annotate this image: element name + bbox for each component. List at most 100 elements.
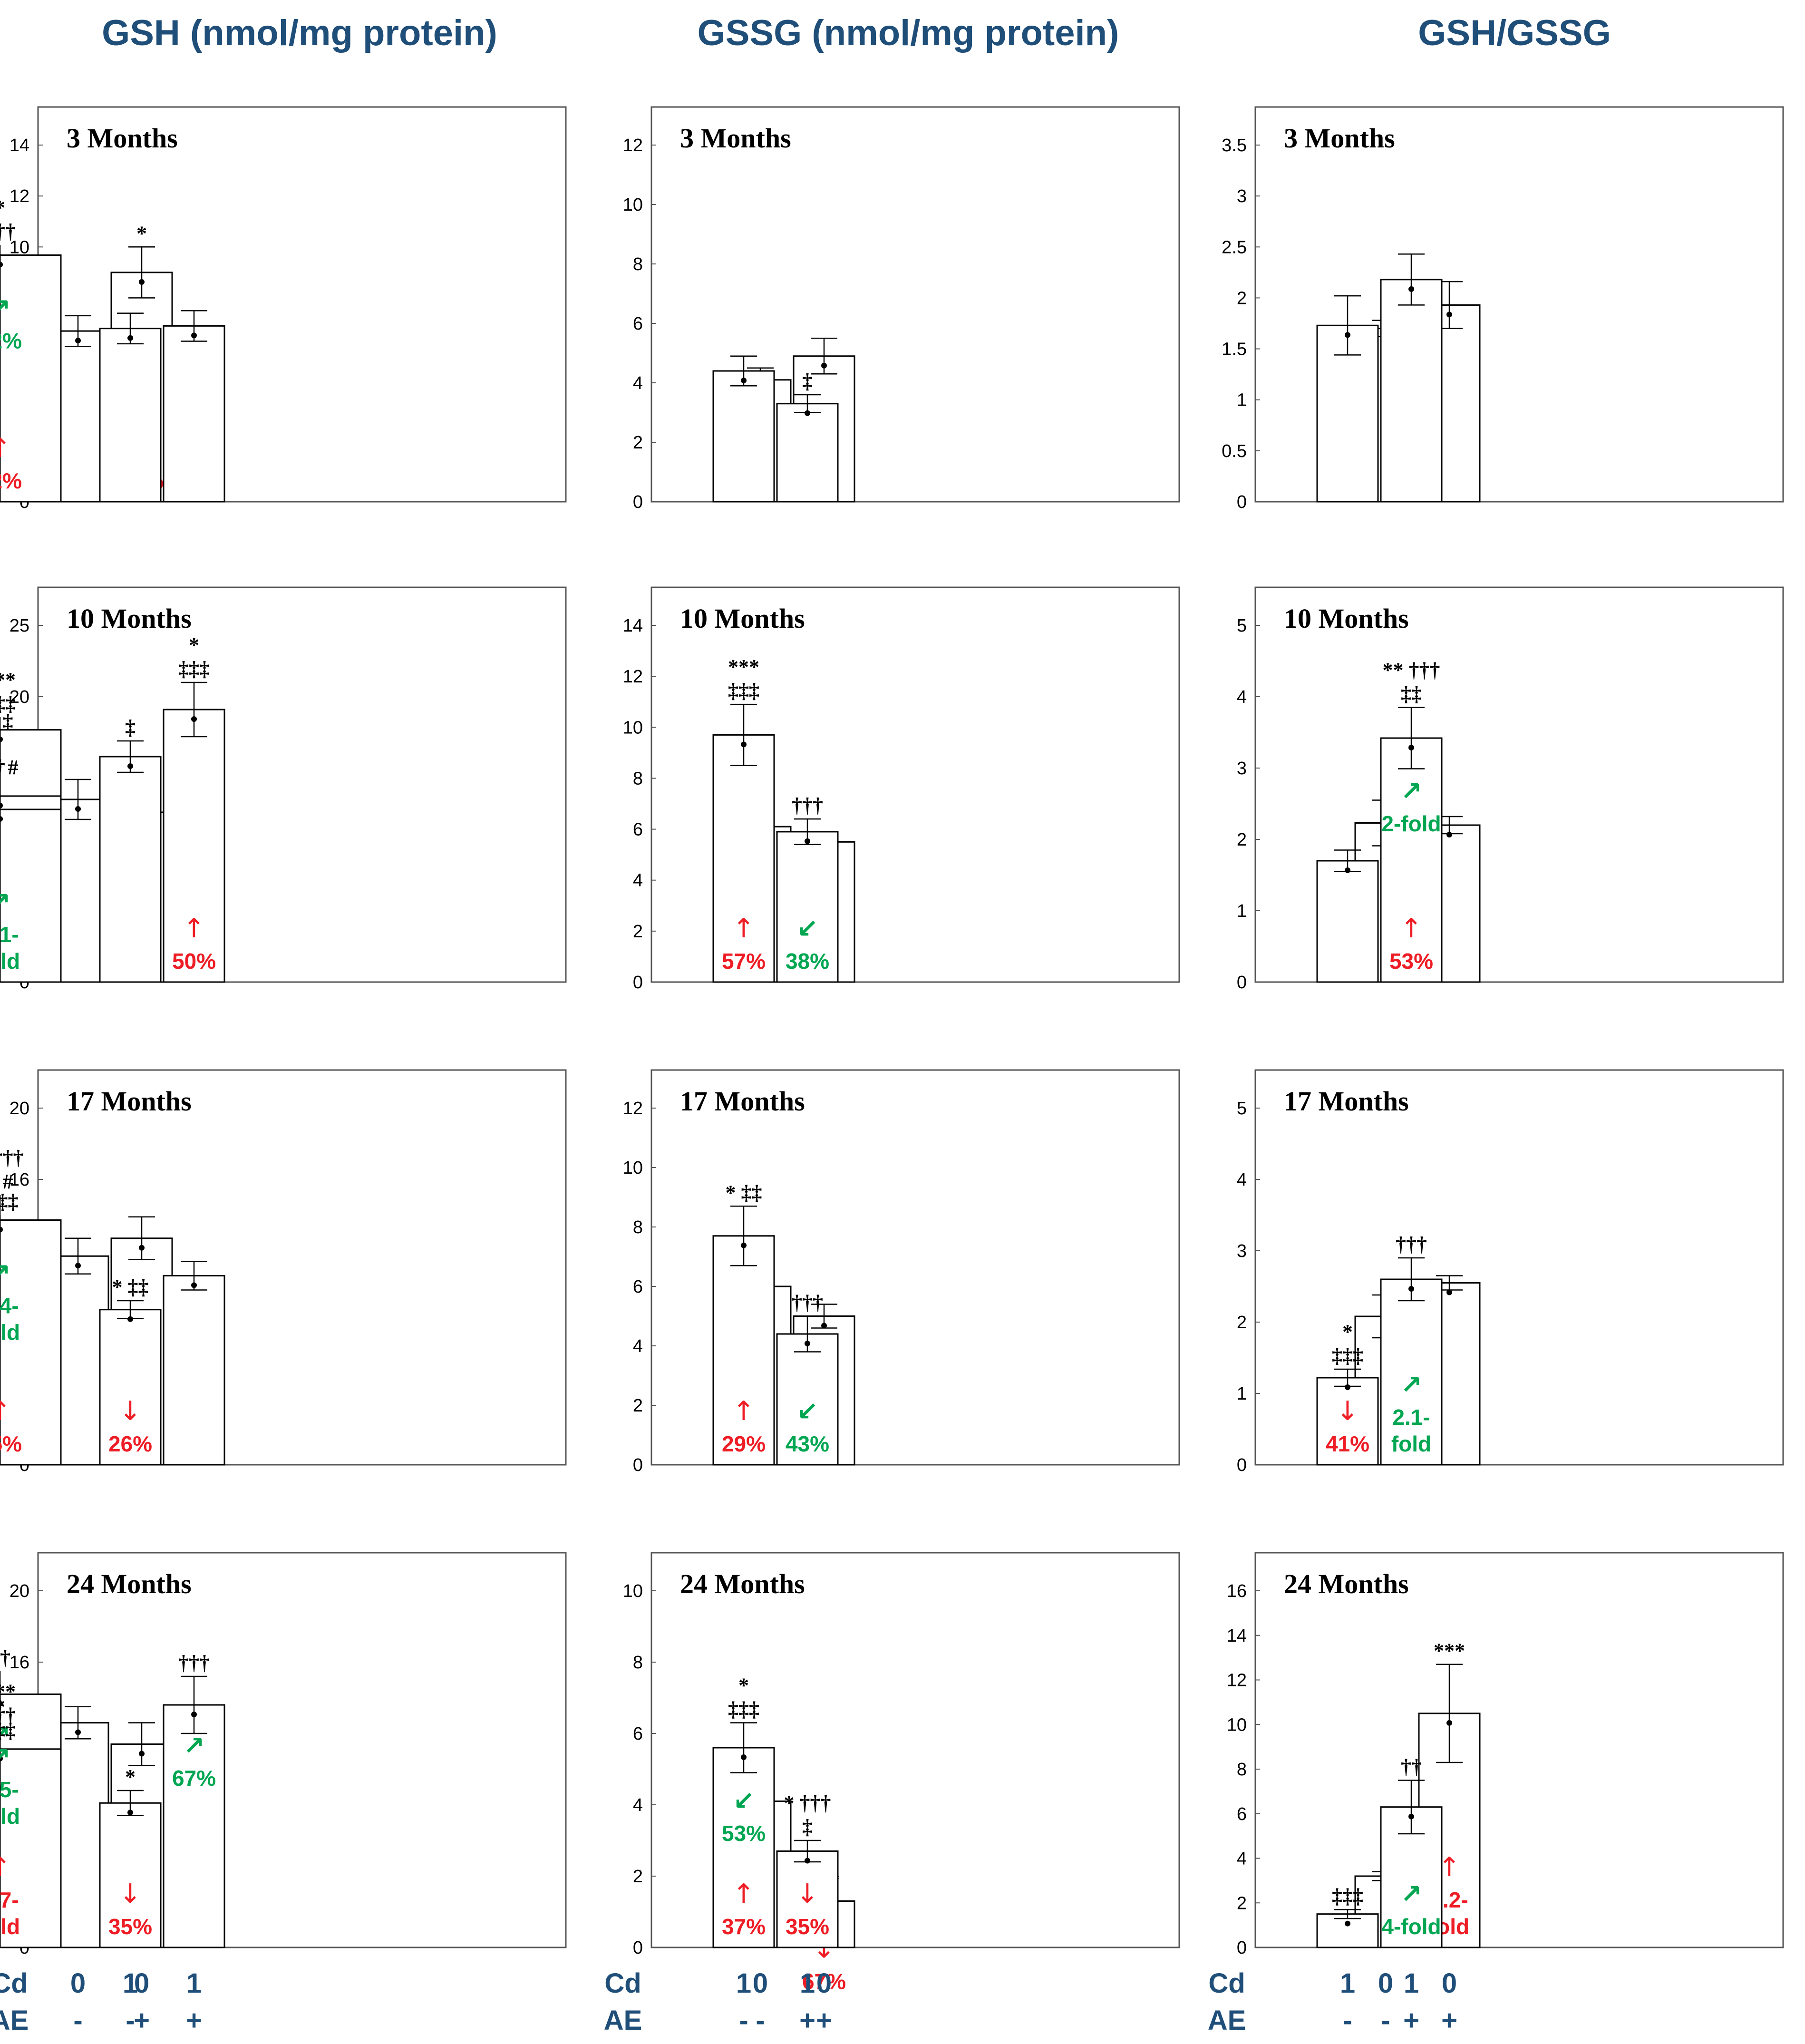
plot-frame	[650, 586, 1180, 983]
y-tick-label: 14	[623, 616, 643, 636]
y-tick-label: 1.5	[1222, 340, 1247, 360]
panel-title: 10 Months	[1284, 603, 1409, 634]
mean-point	[127, 335, 133, 341]
change-label: 41%	[1326, 1431, 1369, 1456]
change-label: fold	[0, 949, 20, 973]
mean-point	[191, 332, 197, 339]
y-tick-label: 4	[633, 1336, 643, 1356]
significance-mark: †††	[0, 1704, 16, 1727]
y-tick-label: 20	[10, 687, 29, 707]
significance-mark: †† #	[0, 756, 19, 779]
significance-mark: * †††	[784, 1791, 831, 1815]
y-tick-label: 4	[1237, 1170, 1247, 1190]
column-title-ratio: GSH/GSSG	[1418, 13, 1611, 53]
change-arrow: ↑	[0, 1396, 11, 1427]
mean-point	[741, 1242, 747, 1248]
mean-point	[1446, 832, 1452, 837]
panel-title: 10 Months	[680, 603, 805, 634]
bar	[1380, 737, 1443, 983]
significance-mark: †	[0, 756, 5, 779]
mean-point	[1446, 1720, 1452, 1726]
x-tick-ae: +	[186, 2005, 202, 2036]
x-tick-cd: 0	[134, 1968, 149, 1999]
x-tick-ae: -	[1381, 2005, 1390, 2036]
mean-point	[1446, 311, 1452, 318]
y-tick-label: 6	[1237, 1804, 1247, 1824]
x-tick-cd: 1	[736, 1968, 751, 1999]
mean-point	[805, 410, 810, 416]
plot-frame	[650, 1552, 1180, 1948]
y-tick-label: 10	[623, 1158, 643, 1178]
change-arrow: ↗	[1400, 1370, 1422, 1400]
significance-mark: ‡	[802, 1815, 813, 1839]
significance-mark: *	[125, 1765, 136, 1789]
change-label: 2.1-	[1392, 1405, 1430, 1430]
significance-mark: ‡	[125, 716, 136, 739]
y-tick-label: 6	[633, 1277, 643, 1297]
change-label: fold	[0, 1914, 20, 1939]
change-arrow: ↗	[183, 1731, 204, 1761]
panel-title: 24 Months	[680, 1568, 805, 1599]
change-arrow: ↗	[0, 1720, 11, 1750]
mean-point	[75, 1263, 81, 1269]
change-label: 29%	[722, 1431, 766, 1456]
mean-point	[1408, 286, 1414, 292]
bar	[1316, 860, 1379, 983]
significance-mark: †††	[1396, 1233, 1427, 1256]
chart-panel-6: 17 Months048121620* ‡‡26%↓**‡‡‡37%↓†45%↗	[0, 1069, 567, 1475]
mean-point	[75, 338, 81, 344]
mean-point	[191, 716, 197, 722]
bar	[776, 831, 839, 983]
mean-point	[191, 1282, 197, 1288]
significance-mark: ***	[0, 668, 16, 691]
change-arrow: ↙	[796, 914, 818, 944]
chart-panel-8: 17 Months012345*‡‡‡41%↓†††2.1-fold↗**‡‡5…	[0, 1069, 1784, 1475]
significance-mark: ‡‡‡	[728, 1698, 759, 1721]
mean-point	[127, 1316, 133, 1322]
y-tick-label: 20	[10, 1099, 29, 1119]
panel-title: 3 Months	[680, 123, 791, 154]
y-tick-label: 2	[1237, 1893, 1247, 1913]
significance-mark: *	[189, 633, 199, 657]
bar	[712, 1747, 775, 1948]
bar	[1316, 1377, 1379, 1466]
x-tick-cd: 1	[1340, 1968, 1355, 1999]
mean-point	[741, 378, 747, 383]
mean-point	[127, 763, 133, 769]
change-label: 5.5-	[0, 1777, 19, 1802]
plot-frame	[650, 106, 1180, 503]
y-tick-label: 8	[1237, 1760, 1247, 1780]
change-label: 35%	[786, 1914, 829, 1939]
y-tick-label: 5	[1237, 1099, 1247, 1119]
y-tick-label: 12	[10, 186, 29, 206]
bar	[712, 370, 775, 503]
x-tick-cd: 1	[1404, 1968, 1419, 1999]
mean-point	[0, 816, 3, 822]
change-arrow: ↑	[733, 913, 755, 944]
y-tick-label: 4	[633, 871, 643, 891]
change-label: 35%	[108, 1914, 152, 1939]
significance-mark: †††	[0, 220, 16, 243]
y-tick-label: 10	[10, 237, 29, 257]
change-arrow: ↓	[796, 1879, 819, 1909]
change-label: 67%	[172, 1766, 216, 1791]
mean-point	[741, 741, 747, 748]
bar	[712, 1235, 775, 1466]
y-tick-label: 2	[633, 1396, 643, 1416]
y-tick-label: 1	[1237, 390, 1247, 410]
change-label: 50%	[172, 949, 216, 973]
x-tick-ae: +	[1403, 2005, 1419, 2036]
change-arrow: ↗	[0, 293, 11, 323]
bar	[776, 403, 839, 503]
x-label-cd: Cd	[0, 1968, 28, 1999]
x-tick-cd: 1	[123, 1968, 138, 1999]
change-arrow: ↙	[796, 1396, 818, 1426]
change-arrow: ↗	[1400, 1879, 1422, 1909]
change-label: 4-fold	[1381, 1914, 1441, 1939]
change-label: 65%	[0, 1431, 22, 1456]
